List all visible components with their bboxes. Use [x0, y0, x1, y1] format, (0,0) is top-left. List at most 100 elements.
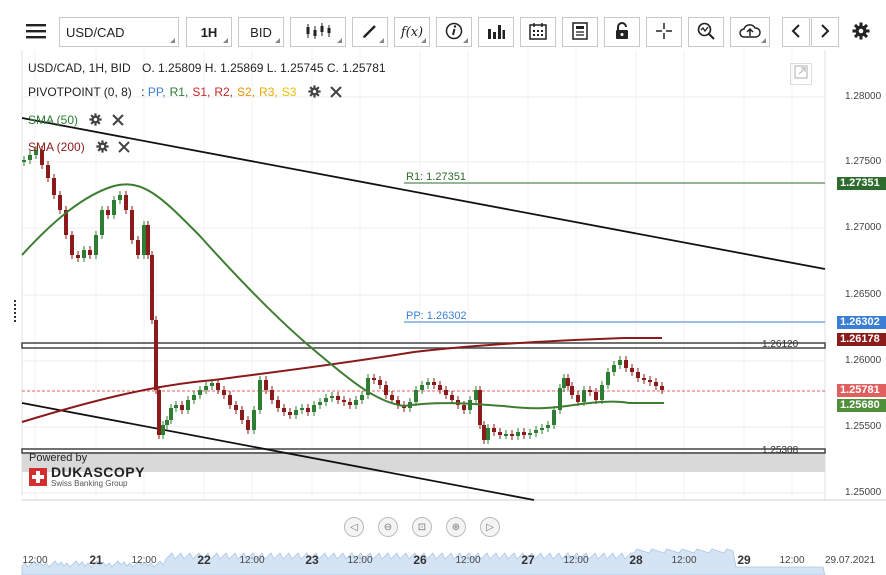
powered-by-text: Powered by [29, 452, 88, 464]
gear-icon[interactable] [96, 140, 109, 156]
nav-prev-button[interactable]: ◁ [344, 517, 364, 537]
candle-body [100, 210, 104, 235]
zoom-button[interactable] [688, 17, 724, 47]
crosshair-button[interactable] [646, 17, 682, 47]
time-tick: 28 [629, 553, 643, 567]
candle-body [312, 405, 316, 412]
candle-body [252, 410, 256, 430]
price-chart[interactable] [14, 50, 886, 575]
pencil-icon [362, 23, 378, 42]
candle-body [150, 255, 154, 320]
candle-body [510, 434, 514, 436]
gear-icon[interactable] [89, 113, 102, 129]
pivot-items: PP, R1, S1, R2, S2, R3, S3 [148, 85, 301, 99]
pivot-title: PIVOTPOINT (0, 8) [28, 85, 132, 100]
panel-resize-handle[interactable] [14, 300, 19, 322]
candle-body [157, 390, 161, 435]
candle-body [648, 380, 652, 382]
candle-body [478, 390, 482, 425]
close-icon[interactable] [111, 113, 124, 129]
candle-body [169, 408, 173, 420]
calendar-button[interactable] [520, 17, 556, 47]
volume-button[interactable] [478, 17, 514, 47]
news-button[interactable] [562, 17, 598, 47]
sma200-legend: SMA (200) [28, 140, 131, 156]
candle-body [124, 195, 128, 210]
candle-body [161, 425, 165, 435]
scroll-right-button[interactable] [811, 17, 839, 47]
candle-body [240, 410, 244, 420]
nav-next-button[interactable]: ▷ [480, 517, 500, 537]
candle-body [444, 390, 448, 395]
info-button[interactable] [436, 17, 472, 47]
candle-body [118, 195, 122, 200]
candle-body [186, 400, 190, 410]
zoom-out-button[interactable]: ⊖ [378, 517, 398, 537]
candle-body [180, 405, 184, 410]
reset-icon: ⊡ [417, 521, 427, 533]
sma50-line [21, 183, 664, 410]
candle-body [34, 150, 38, 155]
toolbar: USD/CAD 1H BID f(x) [14, 14, 886, 50]
zoom-in-icon: ⊕ [451, 521, 461, 533]
chart-area[interactable]: USD/CAD, 1H, BID O. 1.25809 H. 1.25869 L… [14, 50, 886, 575]
expand-button[interactable] [790, 63, 812, 85]
time-tick: 21 [89, 553, 103, 567]
candle-body [294, 410, 298, 415]
menu-button[interactable] [18, 17, 54, 47]
candle-body [282, 408, 286, 412]
brand-name: DUKASCOPY [51, 464, 145, 480]
cloud-save-button[interactable] [730, 17, 770, 47]
trendline-upper [21, 117, 826, 270]
candle-body [300, 408, 304, 410]
document-icon [572, 21, 588, 43]
lock-button[interactable] [604, 17, 640, 47]
candle-body [426, 382, 430, 385]
gear-icon [852, 22, 870, 43]
candle-body [612, 365, 616, 372]
price-badge: 1.26178 [837, 333, 886, 346]
pivot-item: R1, [169, 85, 189, 100]
candle-body [40, 150, 44, 165]
close-icon[interactable] [330, 85, 342, 101]
volume-histogram [21, 548, 826, 575]
candle-body [52, 178, 56, 195]
chart-type-button[interactable] [290, 17, 346, 47]
close-icon[interactable] [118, 140, 131, 156]
candle-body [28, 155, 32, 160]
timeframe-selector[interactable]: 1H [186, 17, 232, 47]
candle-body [136, 240, 140, 255]
candle-body [642, 378, 646, 380]
candle-body [432, 382, 436, 385]
drawing-tools-button[interactable] [352, 17, 388, 47]
triangle-left-icon: ◁ [350, 521, 358, 533]
info-icon [445, 22, 463, 43]
price-badge: 1.26302 [837, 316, 886, 329]
reset-button[interactable]: ⊡ [412, 517, 432, 537]
zoom-in-button[interactable]: ⊕ [446, 517, 466, 537]
price-type-selector[interactable]: BID [238, 17, 284, 47]
dukascopy-branding: Powered by DUKASCOPY Swiss Banking Group [29, 452, 145, 488]
scroll-left-button[interactable] [782, 17, 810, 47]
candle-body [450, 395, 454, 400]
ohlc-values: O. 1.25809 H. 1.25869 L. 1.25745 C. 1.25… [142, 61, 386, 75]
candle-body [546, 425, 550, 428]
price-tick: 1.27500 [845, 156, 882, 167]
settings-button[interactable] [846, 17, 876, 47]
candle-body [486, 428, 490, 440]
candle-body [566, 378, 570, 386]
indicators-button[interactable]: f(x) [394, 17, 430, 47]
symbol-selector[interactable]: USD/CAD [59, 17, 179, 47]
candle-body [330, 396, 334, 398]
pivot-item: S3 [281, 85, 297, 100]
candle-body [552, 410, 556, 425]
candle-body [540, 428, 544, 430]
gear-icon[interactable] [308, 85, 321, 101]
time-tick: 29.07.2021 [824, 555, 876, 566]
candle-body [492, 428, 496, 432]
candle-body [522, 432, 526, 435]
candle-body [366, 378, 370, 395]
candle-body [306, 408, 310, 412]
time-tick: 12:00 [347, 555, 373, 566]
candle-body [258, 380, 262, 410]
